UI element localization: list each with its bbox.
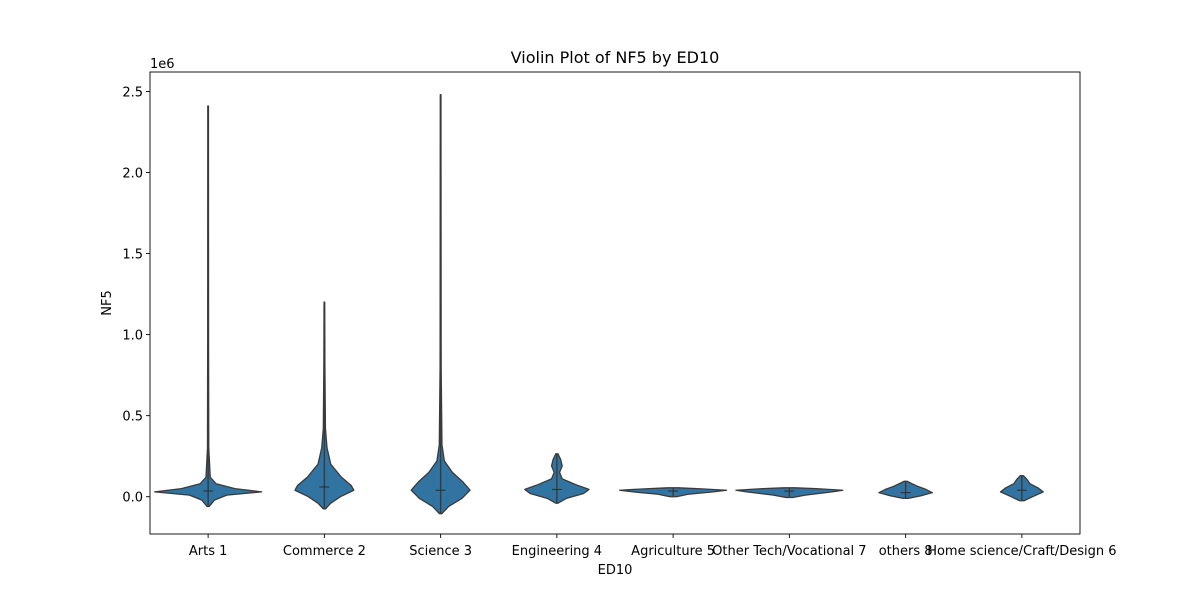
x-tick-label: Science 3 [409,544,472,559]
x-tick-label: Engineering 4 [512,544,602,559]
plot-frame [149,71,1081,535]
x-tick-label: others 8 [879,544,933,559]
x-axis-label: ED10 [598,563,633,578]
y-tick-label: 0.0 [122,491,143,506]
y-tick-label: 1.5 [122,248,143,263]
y-tick-label: 2.5 [122,85,143,100]
x-tick-label: Commerce 2 [283,544,366,559]
y-multiplier-label: 1e6 [150,57,175,72]
x-tick-label: Agriculture 5 [631,544,715,559]
x-tick-label: Other Tech/Vocational 7 [712,544,866,559]
x-tick-label: Arts 1 [189,544,228,559]
chart-title: Violin Plot of NF5 by ED10 [511,48,720,67]
y-tick-label: 1.0 [122,329,143,344]
y-axis-label: NF5 [100,290,115,315]
x-tick-label: Home science/Craft/Design 6 [927,544,1116,559]
y-tick-label: 2.0 [122,167,143,182]
y-tick-label: 0.5 [122,410,143,425]
